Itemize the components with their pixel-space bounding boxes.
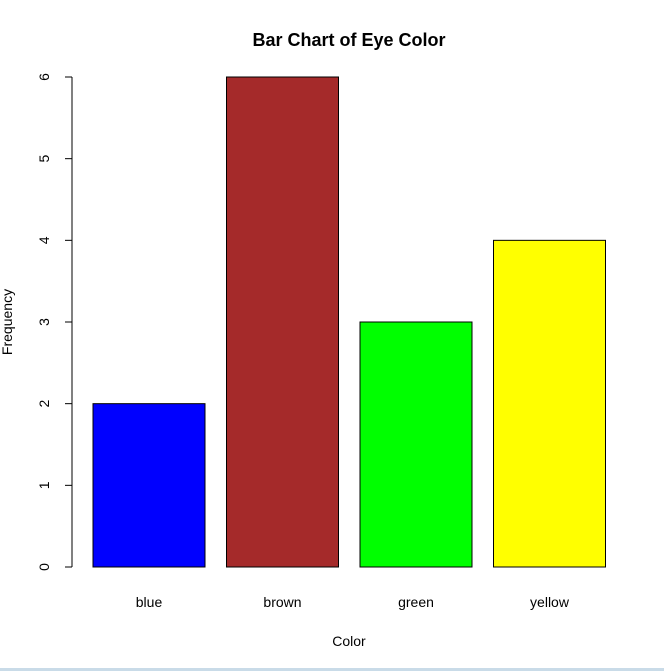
bar-green — [359, 321, 473, 568]
x-tick-label-blue: blue — [136, 594, 163, 610]
x-axis-label: Color — [332, 633, 366, 649]
y-tick-label-3: 3 — [36, 318, 52, 326]
window-bottom-edge — [0, 668, 664, 671]
x-tick-label-green: green — [398, 594, 434, 610]
bars-group — [92, 76, 606, 568]
y-tick-label-4: 4 — [36, 236, 52, 244]
y-tick-label-6: 6 — [36, 73, 52, 81]
y-axis: 0 1 2 3 4 5 6 — [36, 73, 73, 571]
bar-blue — [92, 403, 206, 568]
y-tick-label-0: 0 — [36, 563, 52, 571]
y-tick-label-1: 1 — [36, 481, 52, 489]
bar-brown — [226, 76, 339, 568]
y-tick-label-2: 2 — [36, 400, 52, 408]
bar-yellow — [493, 239, 606, 568]
x-tick-labels: blue brown green yellow — [136, 594, 570, 610]
y-tick-label-5: 5 — [36, 155, 52, 163]
x-tick-label-yellow: yellow — [530, 594, 570, 610]
y-axis-label: Frequency — [0, 289, 15, 355]
chart-title: Bar Chart of Eye Color — [252, 30, 445, 50]
x-tick-label-brown: brown — [263, 594, 301, 610]
